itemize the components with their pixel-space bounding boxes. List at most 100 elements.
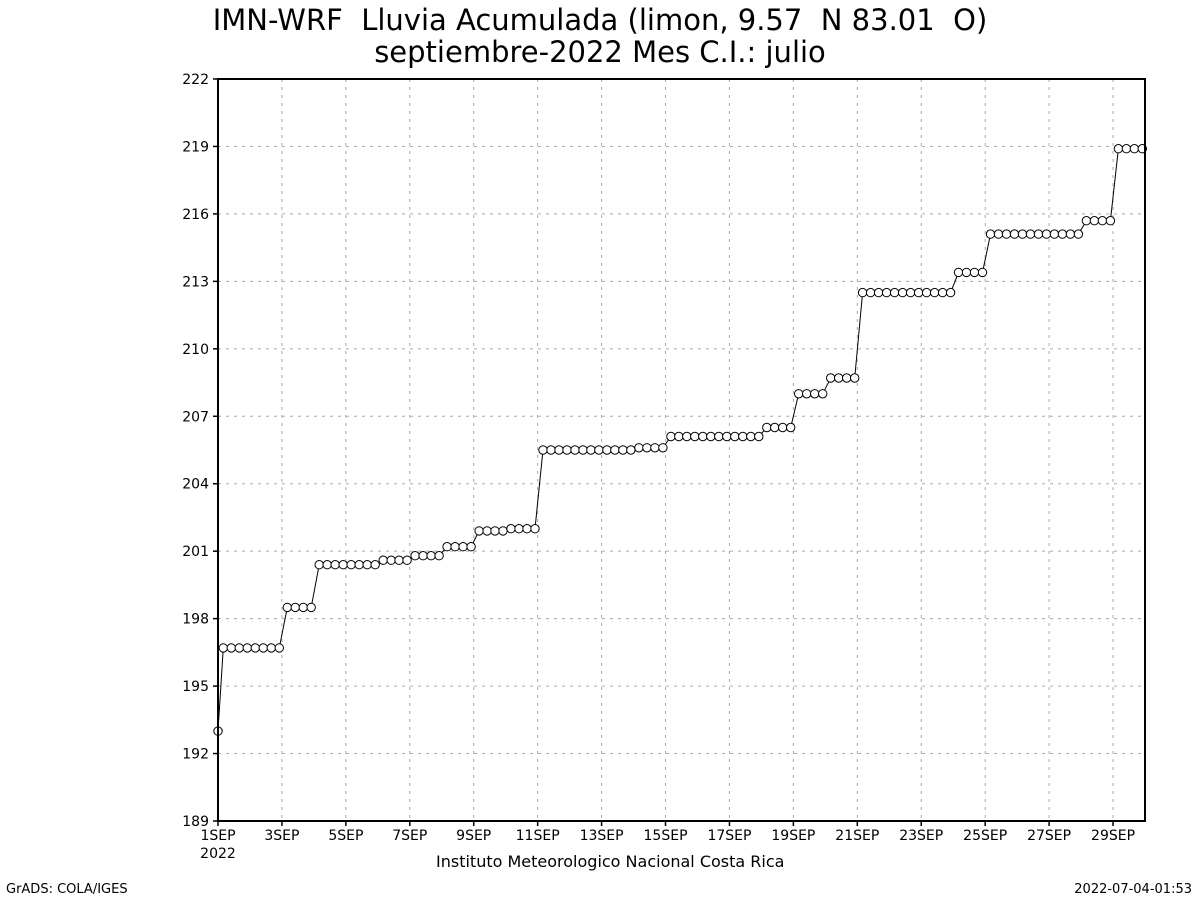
y-tick-label: 204 — [182, 477, 209, 493]
data-point — [362, 560, 372, 570]
data-point — [274, 643, 284, 653]
data-point — [1009, 229, 1020, 239]
data-point — [794, 389, 804, 399]
x-tick-label: 19SEP — [771, 828, 815, 844]
data-point — [482, 526, 492, 536]
data-point — [658, 443, 668, 453]
data-point — [937, 287, 948, 298]
data-point — [554, 445, 564, 455]
data-point — [418, 551, 428, 561]
y-tick-label: 216 — [182, 207, 209, 223]
data-point — [530, 524, 540, 534]
data-point — [1113, 144, 1124, 154]
y-tick-label: 201 — [182, 544, 209, 560]
data-point — [1049, 229, 1060, 239]
x-tick-label: 29SEP — [1091, 828, 1135, 844]
data-point — [953, 267, 964, 278]
data-point — [1001, 229, 1012, 239]
x-tick-label: 25SEP — [963, 828, 1007, 844]
data-point — [1105, 216, 1116, 226]
data-point — [394, 555, 404, 565]
data-point — [810, 389, 820, 399]
chart-subtitle: septiembre-2022 Mes C.I.: julio — [374, 35, 826, 69]
data-point — [873, 287, 884, 298]
data-point — [1097, 216, 1108, 226]
data-point — [1121, 144, 1132, 154]
chart-title: IMN-WRF Lluvia Acumulada (limon, 9.57 N … — [212, 3, 988, 37]
data-point — [1025, 229, 1036, 239]
tick-labels: 189 192 195 198 201 204 207 210 213 216 219 222 1SEP… — [182, 72, 1135, 862]
data-point — [1057, 229, 1068, 239]
data-point — [266, 643, 276, 653]
data-point — [1073, 229, 1084, 239]
y-tick-label: 207 — [182, 409, 209, 425]
y-tick-label: 219 — [182, 139, 209, 155]
data-point — [666, 431, 676, 442]
x-tick-label: 17SEP — [707, 828, 751, 844]
x-tick-label: 1SEP — [200, 828, 235, 844]
data-point — [690, 431, 700, 442]
data-point — [674, 431, 684, 442]
plot-frame — [217, 78, 1146, 822]
data-point — [458, 542, 468, 552]
y-tick-label: 210 — [182, 342, 209, 358]
data-point — [490, 526, 500, 536]
data-point — [993, 229, 1004, 239]
data-point — [650, 443, 660, 453]
data-point — [842, 373, 852, 383]
y-tick-label: 189 — [182, 814, 209, 830]
data-point — [1033, 229, 1044, 239]
data-point — [498, 526, 508, 536]
data-point — [450, 542, 460, 552]
x-tick-label: 3SEP — [264, 828, 299, 844]
data-point — [522, 524, 532, 534]
data-point — [602, 445, 612, 455]
data-point — [298, 602, 308, 613]
x-tick-label: 15SEP — [644, 828, 688, 844]
data-point — [282, 602, 292, 613]
data-point — [426, 551, 436, 561]
data-point — [730, 431, 740, 442]
data-point — [618, 445, 628, 455]
x-tick-label: 27SEP — [1027, 828, 1071, 844]
data-point — [218, 643, 229, 653]
data-point — [314, 560, 324, 570]
data-point — [586, 445, 596, 455]
x-tick-label: 11SEP — [516, 828, 560, 844]
data-point — [434, 551, 444, 561]
grid-lines — [218, 79, 1145, 821]
data-point — [546, 445, 556, 455]
data-point — [506, 524, 516, 534]
y-tick-label: 195 — [182, 679, 209, 695]
data-point — [889, 287, 900, 298]
data-point — [258, 643, 268, 653]
y-tick-label: 213 — [182, 274, 209, 290]
x-tick-label: 7SEP — [392, 828, 427, 844]
data-point — [905, 287, 916, 298]
data-point — [378, 555, 388, 565]
data-point — [330, 560, 340, 570]
data-point — [921, 287, 932, 298]
data-point — [850, 373, 860, 383]
data-point — [722, 431, 732, 442]
data-point — [290, 602, 300, 613]
data-point — [802, 389, 812, 399]
x-year-label: 2022 — [200, 846, 236, 862]
data-point — [985, 229, 996, 239]
data-point — [386, 555, 396, 565]
data-markers — [213, 144, 1148, 736]
data-point — [642, 443, 652, 453]
x-tick-label: 21SEP — [835, 828, 879, 844]
timestamp: 2022-07-04-01:53 — [1074, 882, 1192, 897]
data-point — [714, 431, 724, 442]
data-point — [354, 560, 364, 570]
data-point — [338, 560, 348, 570]
data-point — [578, 445, 588, 455]
data-point — [857, 287, 868, 298]
institution-credit: Instituto Meteorologico Nacional Costa R… — [436, 852, 785, 871]
data-point — [881, 287, 892, 298]
data-point — [1129, 144, 1140, 154]
data-point — [682, 431, 692, 442]
data-point — [977, 267, 988, 278]
data-point — [562, 445, 572, 455]
